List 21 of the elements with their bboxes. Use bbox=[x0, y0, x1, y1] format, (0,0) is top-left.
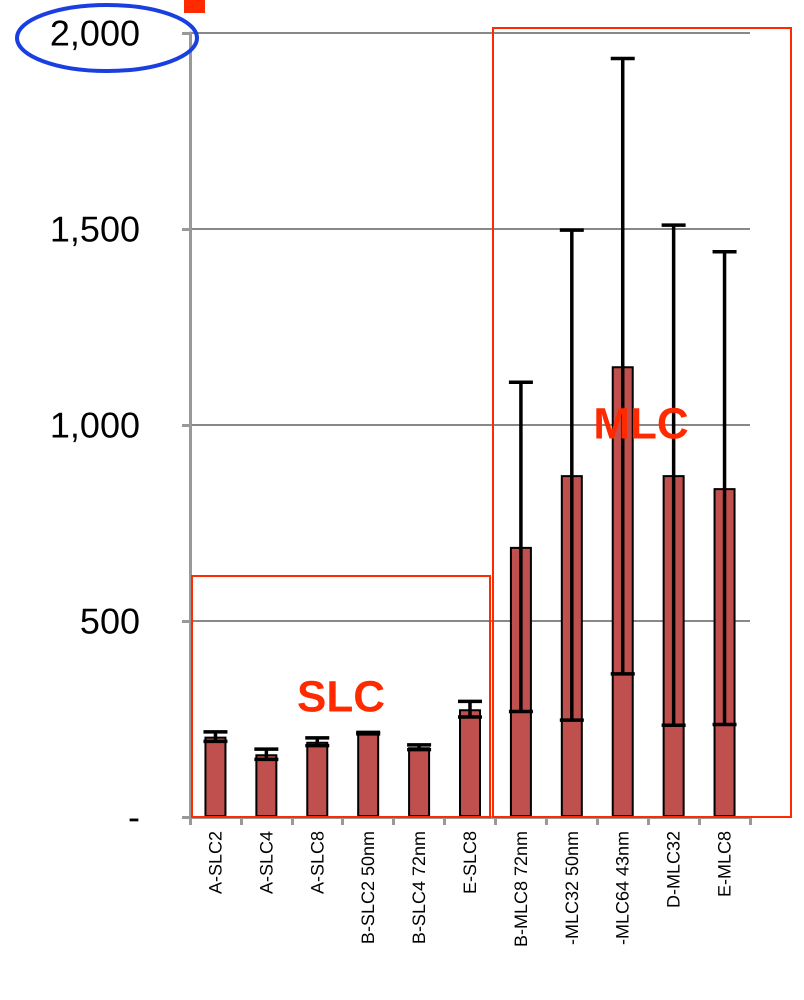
x-tick-label: D-MLC32 bbox=[664, 831, 684, 908]
x-tick-label: A-SLC8 bbox=[307, 831, 328, 894]
bar bbox=[255, 754, 278, 817]
y-tick-label: 1,000 bbox=[50, 404, 140, 446]
bar bbox=[306, 742, 328, 817]
y-tick-label: - bbox=[128, 796, 140, 838]
annotation: SLC bbox=[297, 672, 385, 722]
x-tick-label: E-MLC8 bbox=[714, 831, 735, 898]
y-tick-label: 500 bbox=[80, 600, 140, 642]
x-tick-label: E-SLC8 bbox=[460, 831, 480, 894]
x-tick-label: -MLC64 43nm bbox=[612, 831, 633, 946]
x-tick-label: A-SLC2 bbox=[205, 831, 226, 894]
bar bbox=[204, 736, 226, 817]
bar bbox=[408, 747, 430, 817]
x-tick-label: B-SLC2 50nm bbox=[358, 831, 378, 944]
y-tick-label: 1,500 bbox=[50, 208, 140, 250]
x-tick-label: A-SLC4 bbox=[256, 831, 276, 894]
x-tick-label: B-SLC4 72nm bbox=[409, 831, 430, 944]
x-tick-label: -MLC32 50nm bbox=[562, 831, 582, 946]
y-tick-label: 2,000 bbox=[50, 12, 140, 54]
x-tick-label: B-MLC8 72nm bbox=[510, 831, 531, 948]
